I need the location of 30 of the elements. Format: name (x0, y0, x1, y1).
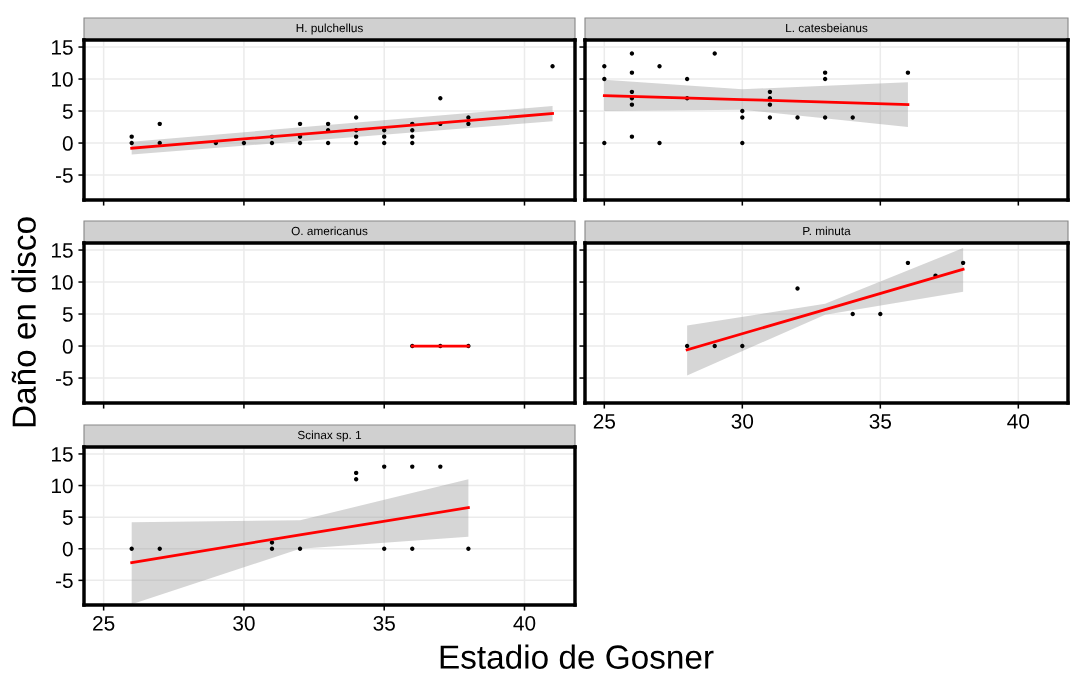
chart-title: Scinax sp. 1 (297, 430, 362, 442)
y-tick-label: 15 (52, 40, 73, 55)
y-tick-label: 5 (62, 510, 73, 525)
x-tick-label: 40 (513, 615, 536, 631)
y-tick-label: 5 (62, 104, 73, 119)
y-tick-label: 5 (62, 307, 73, 322)
y-tick-label: 10 (52, 72, 73, 87)
y-tick-label: -5 (55, 168, 73, 183)
chart-title: H. pulchellus (296, 23, 363, 35)
y-tick-label: 0 (62, 339, 73, 354)
y-tick-label: -5 (55, 573, 73, 589)
chart-title: P. minuta (803, 226, 851, 236)
y-tick-label: 0 (62, 136, 73, 151)
x-tick-label: 25 (93, 615, 115, 631)
y-axis-title: Daño en disco (11, 217, 36, 427)
y-tick-label: 15 (52, 447, 73, 462)
y-tick-label: 10 (52, 275, 73, 290)
y-tick-label: 10 (52, 478, 73, 494)
y-tick-label: -5 (55, 371, 73, 386)
x-tick-label: 35 (869, 413, 892, 429)
chart-title: O. americanus (291, 226, 368, 236)
x-tick-label: 25 (593, 413, 616, 429)
chart-title: L. catesbeianus (786, 23, 868, 33)
x-tick-label: 30 (731, 413, 754, 429)
x-tick-label: 30 (233, 615, 255, 631)
x-axis-title: Estadio de Gosner (440, 644, 714, 669)
x-tick-label: 35 (373, 615, 395, 631)
x-tick-label: 40 (1007, 413, 1030, 429)
y-tick-label: 0 (62, 541, 73, 557)
y-tick-label: 15 (52, 243, 73, 258)
